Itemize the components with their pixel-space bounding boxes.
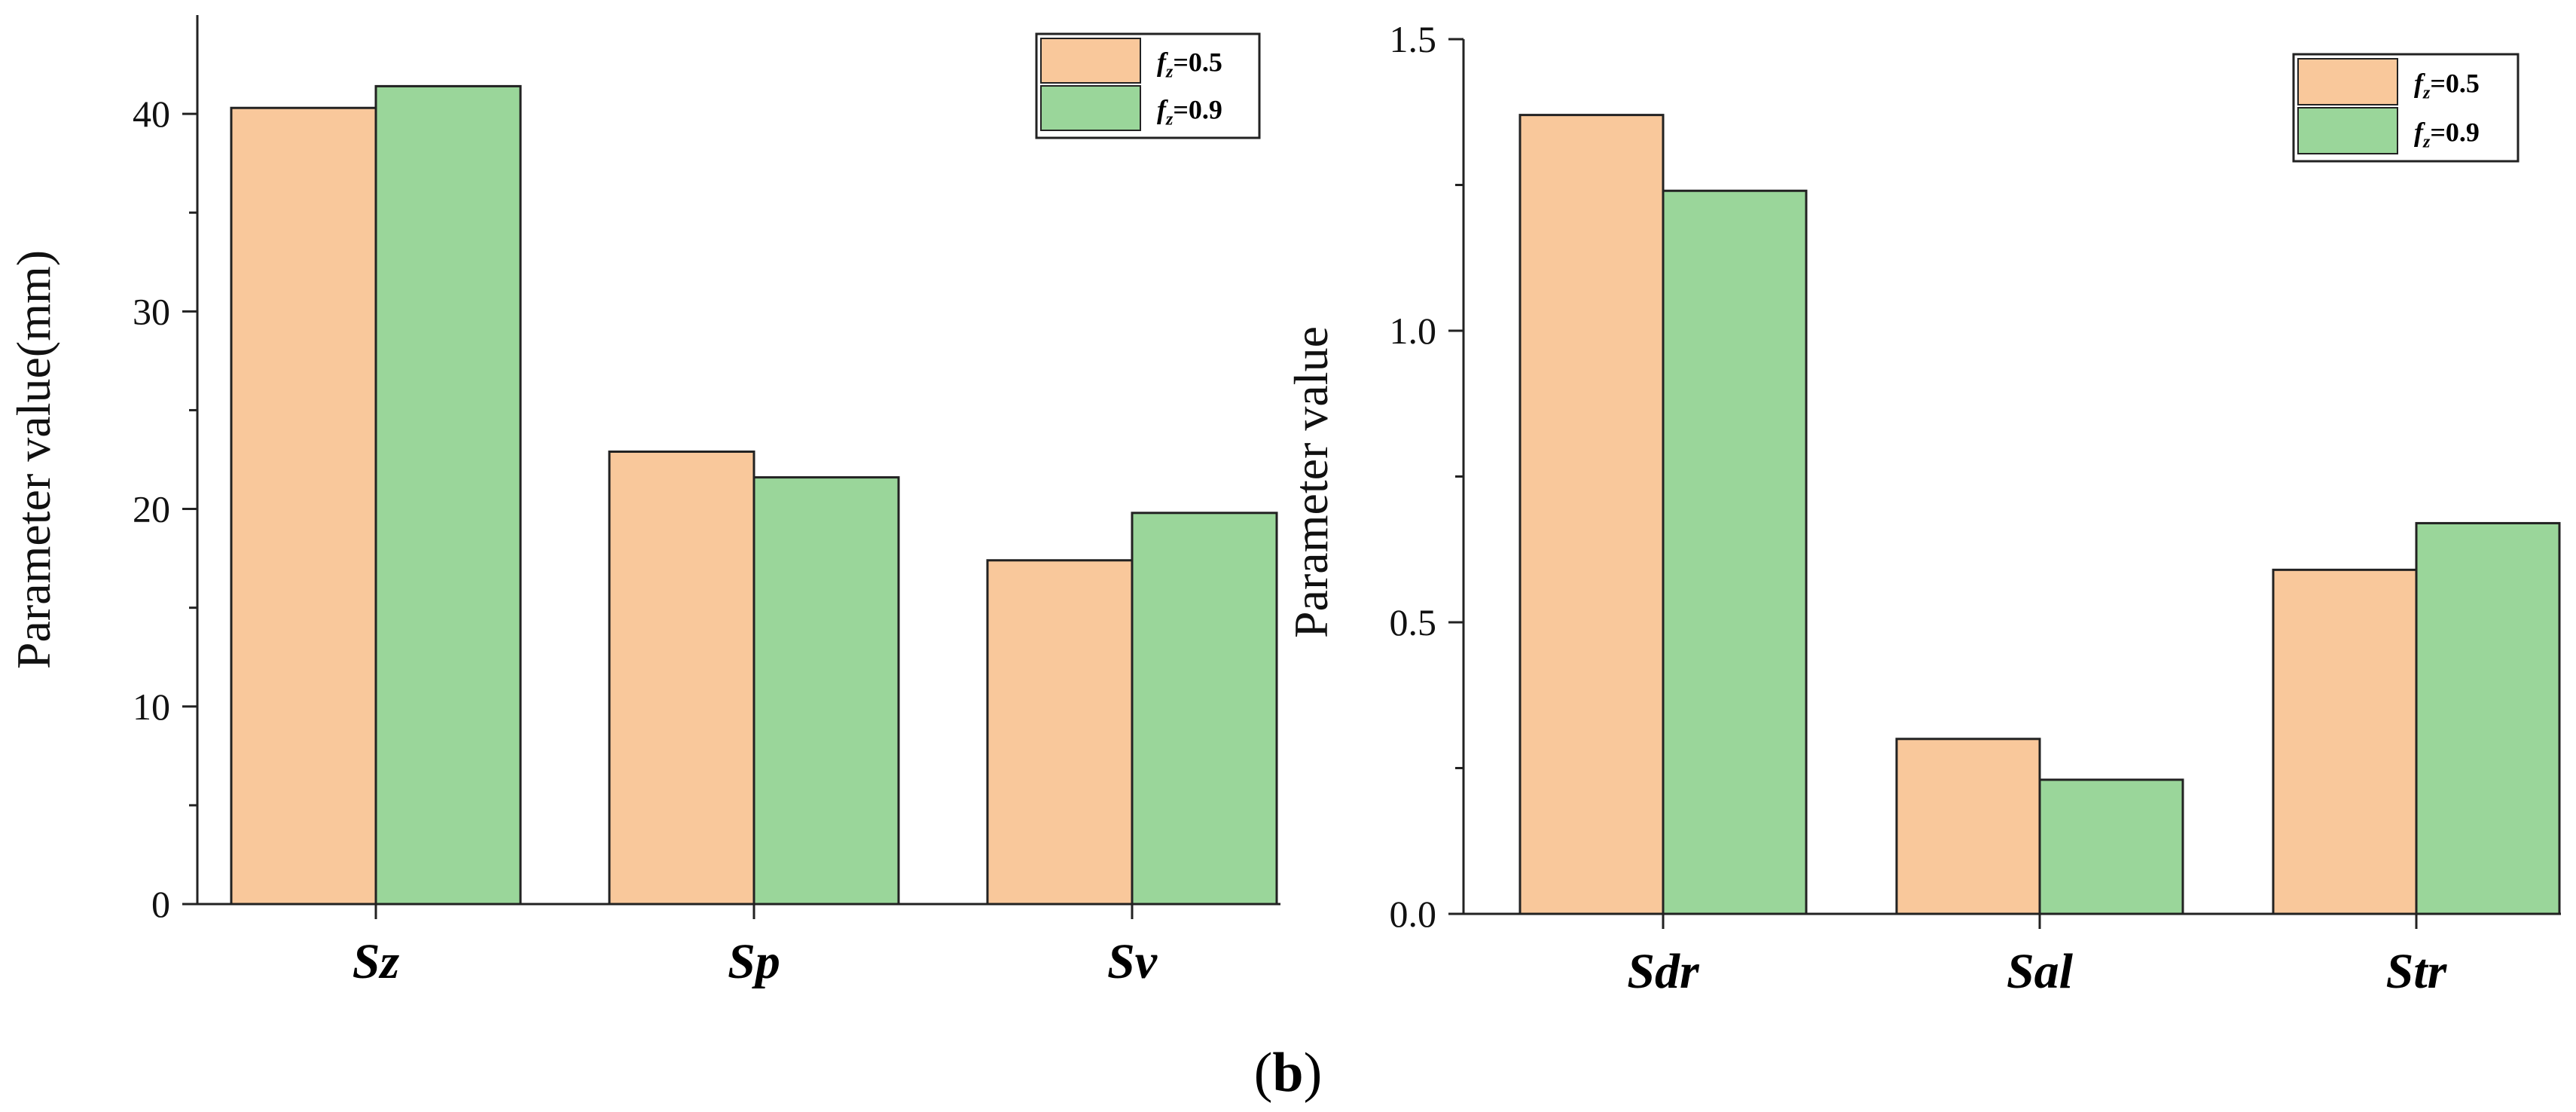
x-tick-label-sal: Sal bbox=[2007, 944, 2074, 999]
x-tick-label-sv: Sv bbox=[1107, 934, 1158, 989]
x-tick-label-sp: Sp bbox=[728, 934, 780, 989]
y-tick-label-1: 10 bbox=[133, 686, 170, 728]
x-tick-label-sz: Sz bbox=[353, 934, 400, 989]
legend-swatch-series-1 bbox=[1040, 38, 1141, 84]
bar-sv-series-2 bbox=[1131, 512, 1278, 906]
y-tick-label-0: 0 bbox=[151, 883, 170, 925]
bar-sp-series-1 bbox=[608, 451, 755, 906]
legend-swatch-series-1 bbox=[2297, 58, 2398, 105]
bar-sv-series-1 bbox=[986, 559, 1134, 906]
y-tick-label-2: 1.0 bbox=[1390, 310, 1437, 352]
bar-str-series-2 bbox=[2415, 521, 2561, 915]
legend-label-series-2: fz=0.9 bbox=[2414, 118, 2480, 152]
y-axis-label: Parameter value bbox=[1284, 326, 1338, 638]
y-tick-label-4: 40 bbox=[133, 93, 170, 135]
panel-label: (b) bbox=[1254, 1042, 1322, 1104]
y-axis-label: Parameter value(mm) bbox=[7, 250, 60, 669]
y-tick-label-3: 30 bbox=[133, 290, 170, 332]
legend-label-series-1: fz=0.5 bbox=[2414, 69, 2480, 103]
bar-sal-series-2 bbox=[2038, 778, 2184, 915]
bar-sz-series-1 bbox=[230, 106, 377, 906]
legend-label-series-2: fz=0.9 bbox=[1157, 95, 1222, 130]
chart-left-surface-height-params: Sz Sp Sv 0 10 20 30 40 Parameter value(mm) fz=0.5… bbox=[7, 15, 1280, 989]
legend-label-series-1: fz=0.5 bbox=[1157, 47, 1222, 82]
legend: fz=0.5 fz=0.9 bbox=[2292, 53, 2520, 163]
legend: fz=0.5 fz=0.9 bbox=[1035, 32, 1261, 139]
bar-sdr-series-2 bbox=[1662, 189, 1808, 915]
bar-sz-series-2 bbox=[374, 84, 522, 906]
bar-sal-series-1 bbox=[1895, 738, 2041, 915]
y-tick-label-1: 0.5 bbox=[1390, 601, 1437, 643]
bar-str-series-1 bbox=[2272, 568, 2418, 915]
bar-sdr-series-1 bbox=[1518, 114, 1665, 915]
y-tick-label-2: 20 bbox=[133, 488, 170, 530]
bar-sp-series-2 bbox=[752, 476, 900, 906]
x-tick-label-str: Str bbox=[2386, 944, 2448, 999]
x-tick-label-sdr: Sdr bbox=[1627, 944, 1700, 999]
legend-swatch-series-2 bbox=[2297, 107, 2398, 154]
legend-swatch-series-2 bbox=[1040, 85, 1141, 131]
y-tick-label-3: 1.5 bbox=[1390, 18, 1437, 60]
chart-right-surface-texture-params: Sdr Sal Str 0.0 0.5 1.0 1.5 Parameter value fz=0… bbox=[1284, 18, 2561, 999]
y-tick-label-0: 0.0 bbox=[1390, 893, 1437, 935]
